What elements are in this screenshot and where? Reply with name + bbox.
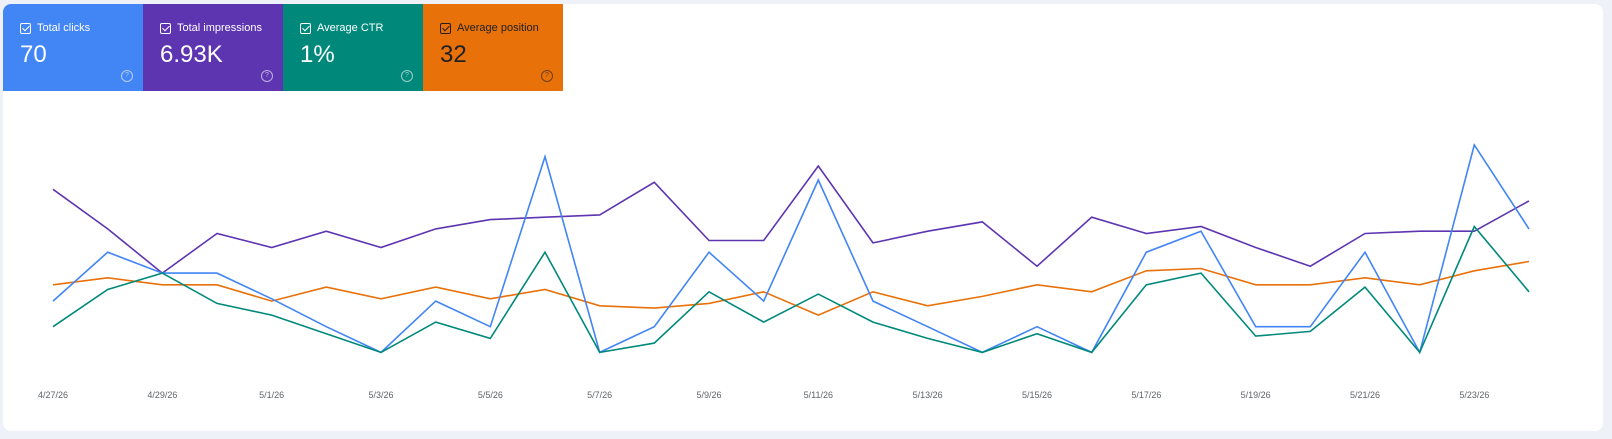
metric-tab-total-impressions[interactable]: Total impressions 6.93K ? bbox=[143, 4, 283, 91]
series-line-3 bbox=[52, 224, 1530, 354]
x-tick-label: 5/19/26 bbox=[1241, 390, 1271, 400]
question-icon[interactable]: ? bbox=[401, 70, 413, 82]
checkbox-icon[interactable] bbox=[160, 22, 171, 34]
question-icon[interactable]: ? bbox=[541, 70, 553, 82]
question-icon[interactable]: ? bbox=[261, 70, 273, 82]
metric-label: Average position bbox=[457, 22, 539, 34]
metric-tab-average-position[interactable]: Average position 32 ? bbox=[423, 4, 563, 91]
metric-value: 70 bbox=[20, 41, 47, 68]
x-tick-label: 5/21/26 bbox=[1350, 390, 1380, 400]
metric-tab-average-ctr[interactable]: Average CTR 1% ? bbox=[283, 4, 423, 91]
metric-value: 32 bbox=[440, 41, 467, 68]
metric-label: Average CTR bbox=[317, 22, 384, 34]
metric-label: Total clicks bbox=[37, 22, 91, 34]
x-tick-label: 4/29/26 bbox=[147, 390, 177, 400]
checkbox-icon[interactable] bbox=[20, 22, 31, 34]
metric-tabs: Total clicks 70 ? Total impressions 6.93… bbox=[3, 4, 563, 91]
x-tick-label: 5/3/26 bbox=[368, 390, 393, 400]
checkbox-icon[interactable] bbox=[300, 22, 311, 34]
x-tick-label: 5/11/26 bbox=[804, 390, 833, 400]
x-tick-label: 5/23/26 bbox=[1459, 390, 1489, 400]
performance-panel: 4/27/26 4/29/26 5/1/26 5/3/26 5/5/26 5/7/26 5/… bbox=[3, 4, 1603, 431]
question-icon[interactable]: ? bbox=[121, 70, 133, 82]
checkbox-icon[interactable] bbox=[440, 22, 451, 34]
performance-chart: 4/27/26 4/29/26 5/1/26 5/3/26 5/5/26 5/7/26 5/… bbox=[38, 143, 1530, 400]
x-tick-label: 4/27/26 bbox=[38, 390, 68, 400]
metric-label: Total impressions bbox=[177, 22, 262, 34]
series-line-2 bbox=[52, 143, 1530, 355]
x-tick-label: 5/7/26 bbox=[587, 390, 612, 400]
x-tick-label: 5/5/26 bbox=[478, 390, 503, 400]
series-line-1 bbox=[52, 260, 1530, 316]
x-tick-label: 5/1/26 bbox=[259, 390, 284, 400]
series-line-0 bbox=[52, 164, 1530, 275]
metric-value: 6.93K bbox=[160, 41, 223, 68]
metric-tab-total-clicks[interactable]: Total clicks 70 ? bbox=[3, 4, 143, 91]
x-tick-label: 5/9/26 bbox=[696, 390, 721, 400]
x-tick-label: 5/17/26 bbox=[1131, 390, 1161, 400]
x-tick-label: 5/13/26 bbox=[913, 390, 943, 400]
x-tick-label: 5/15/26 bbox=[1022, 390, 1052, 400]
metric-value: 1% bbox=[300, 41, 335, 68]
